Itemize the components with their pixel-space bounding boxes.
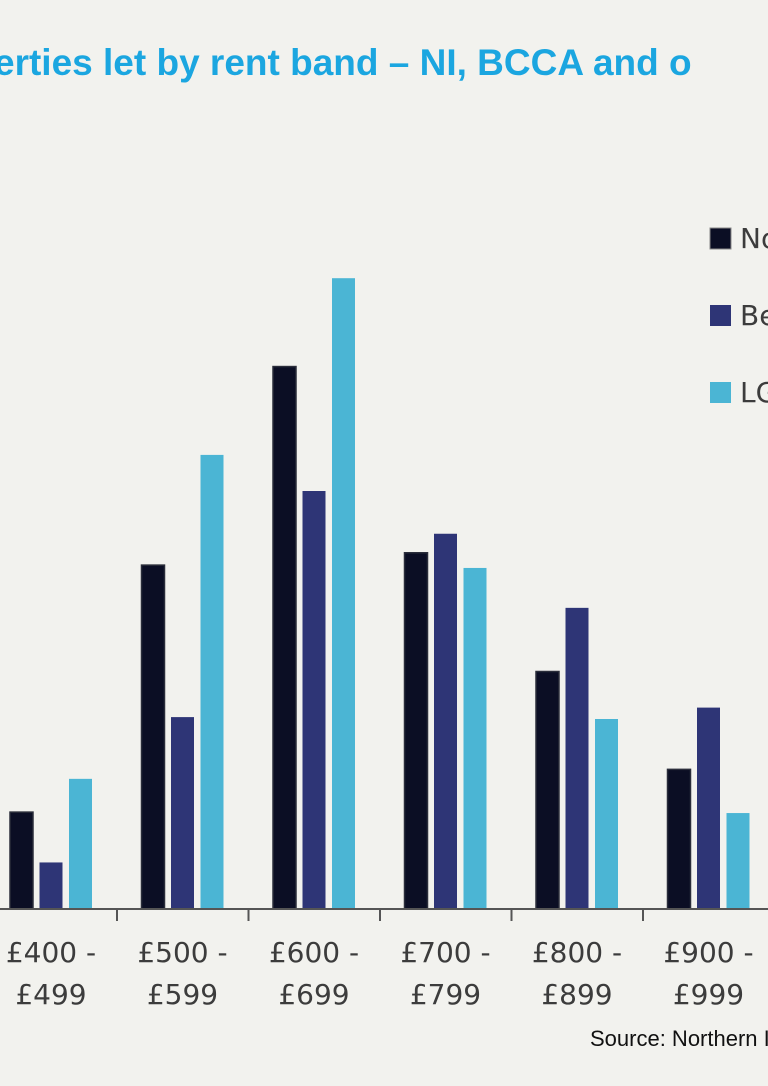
bar-no-1 (140, 564, 166, 910)
bar-lg-1 (200, 454, 224, 909)
bar-no-4 (535, 670, 560, 910)
bar-be-5 (697, 707, 720, 909)
bar-no-5 (666, 768, 692, 910)
x-tick-labels: £400 -£499 £500 -£599 £600 -£699 £700 -£799… (6, 936, 754, 1011)
x-tick-label-5: £900 -£999 (663, 936, 753, 1011)
legend-label-be: Be (740, 299, 768, 332)
bar-be-0 (39, 862, 63, 909)
bar-lg-0 (69, 778, 92, 909)
x-tick-label-1: £500 -£599 (137, 936, 227, 1011)
bar-lg-5 (726, 813, 750, 909)
source-note: Source: Northern I (590, 1026, 768, 1051)
x-tick-label-3: £700 -£799 (400, 936, 490, 1011)
bar-no-2 (272, 365, 297, 910)
bar-lg-4 (595, 719, 618, 909)
x-tick-label-0: £400 -£499 (6, 936, 96, 1011)
bar-no-3 (403, 552, 429, 910)
bar-be-4 (565, 607, 589, 909)
legend-swatch-no (709, 227, 732, 250)
legend-swatch-be (710, 305, 731, 326)
bar-be-2 (302, 491, 326, 909)
x-tick-label-4: £800 -£899 (532, 936, 622, 1011)
tick-marks (116, 909, 644, 921)
bars-group (9, 278, 750, 910)
chart-title: erties let by rent band – NI, BCCA and o (0, 42, 692, 83)
bar-be-3 (434, 533, 457, 909)
legend: No Be LG (709, 222, 768, 409)
bar-lg-2 (332, 278, 355, 909)
x-tick-label-2: £600 -£699 (269, 936, 359, 1011)
bar-be-1 (171, 717, 194, 909)
bar-no-0 (9, 811, 34, 910)
bar-lg-3 (463, 567, 487, 909)
legend-swatch-lg (710, 382, 731, 403)
legend-label-lg: LG (740, 376, 768, 409)
legend-label-no: No (740, 222, 768, 255)
